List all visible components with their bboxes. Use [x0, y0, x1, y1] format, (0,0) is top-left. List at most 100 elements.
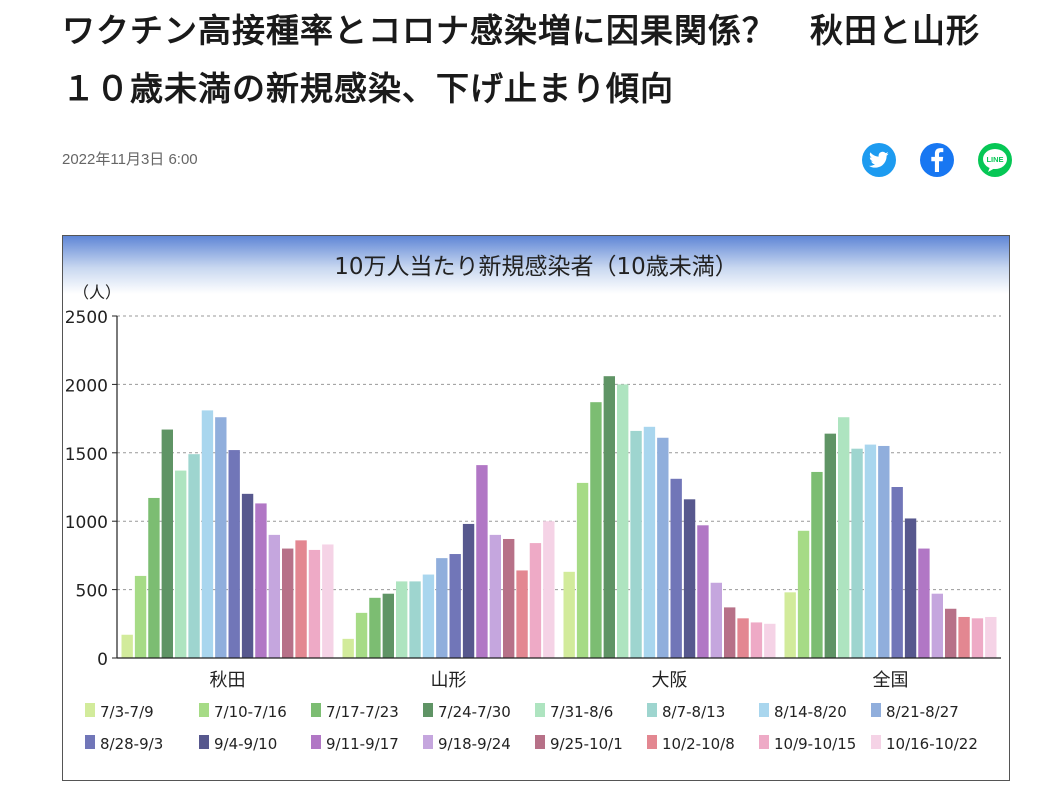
title-band: [63, 236, 1009, 294]
y-tick-label: 0: [97, 650, 108, 670]
legend-swatch: [535, 735, 545, 749]
bar: [590, 402, 602, 658]
bar: [228, 450, 240, 658]
bar: [215, 417, 227, 658]
article-date: 2022年11月3日 6:00: [62, 151, 198, 168]
bar: [241, 493, 254, 658]
legend-swatch: [647, 735, 657, 749]
facebook-share-button[interactable]: [920, 143, 954, 177]
bar: [891, 487, 903, 658]
line-icon: LINE: [983, 149, 1007, 172]
bar: [931, 593, 943, 658]
bar: [643, 426, 656, 658]
y-tick-label: 2000: [65, 376, 108, 396]
bar: [750, 622, 763, 658]
bar: [617, 384, 629, 658]
bar: [630, 430, 642, 658]
legend-swatch: [871, 703, 881, 717]
legend-label: 7/31-8/6: [550, 703, 613, 721]
x-category-label: 秋田: [210, 670, 246, 691]
bar: [322, 544, 334, 658]
legend-label: 9/11-9/17: [326, 735, 399, 753]
legend-label: 9/4-9/10: [214, 735, 277, 753]
bar: [563, 571, 575, 658]
legend-label: 7/24-7/30: [438, 703, 511, 721]
bar: [864, 444, 877, 658]
bar: [201, 410, 214, 658]
bar: [764, 623, 776, 658]
bar: [904, 518, 917, 658]
bar: [784, 592, 796, 658]
legend-swatch: [871, 735, 881, 749]
bar: [268, 534, 280, 658]
bar: [282, 548, 294, 658]
bar: [476, 465, 488, 658]
bar: [409, 581, 421, 658]
bar: [134, 575, 147, 658]
bar: [543, 521, 555, 658]
legend-label: 9/18-9/24: [438, 735, 511, 753]
bar: [851, 448, 863, 658]
bar: [985, 616, 997, 658]
legend-swatch: [199, 735, 209, 749]
bar: [396, 581, 408, 658]
bar: [436, 558, 448, 658]
bar: [295, 540, 307, 658]
bar: [670, 478, 682, 658]
legend-label: 10/2-10/8: [662, 735, 735, 753]
bar: [945, 608, 957, 658]
legend-swatch: [85, 703, 95, 717]
bar: [369, 597, 381, 658]
bar: [576, 482, 589, 658]
legend-swatch: [759, 703, 769, 717]
legend-label: 9/25-10/1: [550, 735, 623, 753]
bar: [161, 429, 173, 658]
bar: [422, 574, 435, 658]
twitter-bird-icon: [869, 151, 889, 168]
legend-label: 7/3-7/9: [100, 703, 154, 721]
y-tick-label: 1000: [65, 513, 108, 533]
y-tick-label: 500: [76, 582, 108, 602]
legend-swatch: [423, 703, 433, 717]
legend-label: 8/21-8/27: [886, 703, 959, 721]
bar: [188, 454, 200, 658]
legend-swatch: [759, 735, 769, 749]
bar: [724, 607, 736, 658]
y-tick-label: 1500: [65, 445, 108, 465]
article-headline: ワクチン高接種率とコロナ感染増に因果関係？ 秋田と山形 １０歳未満の新規感染、下…: [62, 11, 1014, 108]
legend-swatch: [199, 703, 209, 717]
bar: [657, 437, 669, 658]
bar: [797, 530, 810, 658]
legend-label: 10/16-10/22: [886, 735, 978, 753]
bar: [382, 593, 394, 658]
bar: [918, 548, 930, 658]
bar: [838, 417, 850, 658]
bar: [121, 634, 133, 658]
bar: [971, 618, 984, 658]
bar: [175, 470, 187, 658]
bar: [516, 570, 528, 658]
bar: [878, 445, 890, 658]
legend-label: 10/9-10/15: [774, 735, 856, 753]
legend-swatch: [311, 735, 321, 749]
legend-swatch: [423, 735, 433, 749]
bar: [255, 503, 267, 658]
facebook-f-icon: [931, 148, 944, 172]
line-share-button[interactable]: LINE: [978, 143, 1012, 177]
bar: [308, 549, 321, 658]
bar: [824, 433, 836, 658]
bar: [683, 499, 696, 658]
bar: [710, 582, 722, 658]
x-category-label: 山形: [431, 670, 467, 691]
legend-label: 8/28-9/3: [100, 735, 163, 753]
bar: [697, 525, 709, 658]
bar-chart: 10万人当たり新規感染者（10歳未満） （人） 0 500 1000 1500 2000…: [63, 236, 1009, 753]
bar: [737, 618, 749, 658]
twitter-share-button[interactable]: [862, 143, 896, 177]
bar: [958, 616, 970, 658]
bar: [529, 543, 542, 658]
bar: [811, 471, 823, 658]
bar: [603, 376, 615, 658]
line-label: LINE: [986, 155, 1003, 164]
legend-label: 7/17-7/23: [326, 703, 399, 721]
